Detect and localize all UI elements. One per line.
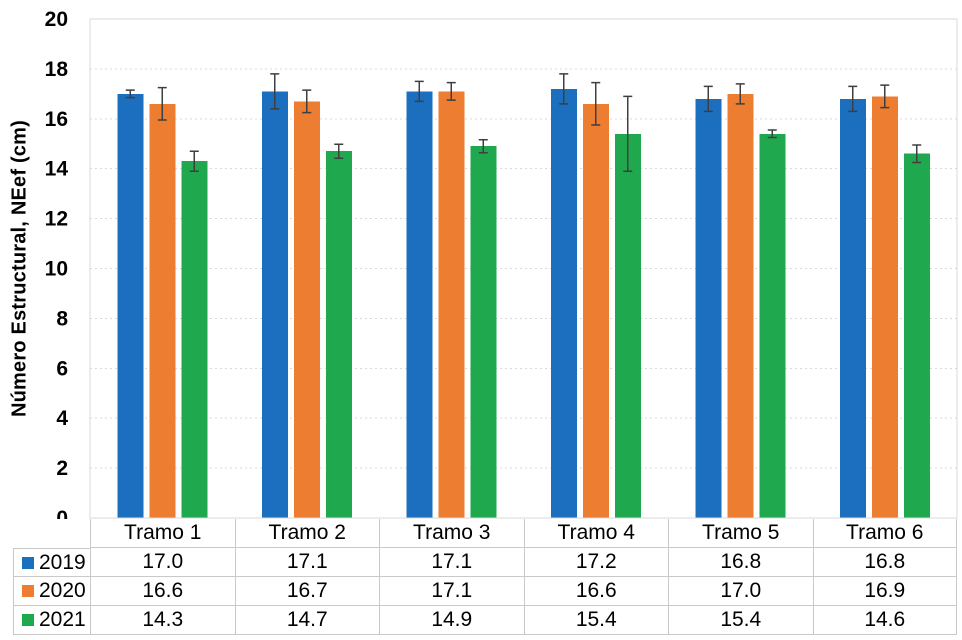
plot-area: 0 2 4 6 8 10 12 14 16 18 20 bbox=[45, 8, 958, 519]
bar-2020-tramo-4 bbox=[582, 103, 609, 518]
error-bar-2020-tramo-4 bbox=[591, 81, 601, 126]
error-bar-2020-tramo-6 bbox=[880, 84, 890, 109]
value-cell-2021-tramo-2: 14.7 bbox=[234, 606, 379, 635]
category-header-tramo-4: Tramo 4 bbox=[523, 519, 668, 548]
value-cell-2019-tramo-1: 17.0 bbox=[90, 548, 235, 577]
bar-2021-tramo-5 bbox=[759, 133, 786, 518]
bar-2021-tramo-3 bbox=[470, 146, 497, 518]
legend-label-2021: 2021 bbox=[39, 608, 86, 631]
category-header-tramo-1: Tramo 1 bbox=[90, 519, 235, 548]
bar-2020-tramo-2 bbox=[293, 101, 320, 519]
y-tick-label-14: 14 bbox=[45, 158, 69, 181]
value-cell-2019-tramo-2: 17.1 bbox=[234, 548, 379, 577]
category-header-tramo-2: Tramo 2 bbox=[234, 519, 379, 548]
value-cell-2021-tramo-6: 14.6 bbox=[812, 606, 957, 635]
value-cell-2021-tramo-4: 15.4 bbox=[523, 606, 668, 635]
bar-2019-tramo-1 bbox=[117, 93, 144, 518]
y-tick-label-4: 4 bbox=[56, 407, 68, 430]
y-tick-label-10: 10 bbox=[45, 258, 68, 281]
error-bar-2019-tramo-6 bbox=[848, 85, 858, 113]
error-bar-2019-tramo-5 bbox=[703, 85, 713, 113]
error-bar-2021-tramo-6 bbox=[912, 144, 922, 164]
error-bar-2021-tramo-5 bbox=[767, 129, 777, 139]
y-tick-label-0: 0 bbox=[56, 507, 68, 519]
plot-background bbox=[90, 19, 957, 518]
value-cell-2021-tramo-1: 14.3 bbox=[90, 606, 235, 635]
value-cell-2020-tramo-2: 16.7 bbox=[234, 577, 379, 606]
y-tick-label-18: 18 bbox=[45, 58, 69, 81]
value-cell-2019-tramo-5: 16.8 bbox=[668, 548, 813, 577]
legend-cell-2021: 2021 bbox=[13, 606, 90, 635]
bar-2019-tramo-4 bbox=[550, 88, 577, 519]
y-tick-label-6: 6 bbox=[56, 357, 68, 380]
error-bar-2020-tramo-1 bbox=[157, 86, 167, 121]
bar-2020-tramo-5 bbox=[727, 93, 754, 518]
value-cell-2019-tramo-4: 17.2 bbox=[523, 548, 668, 577]
bar-2020-tramo-1 bbox=[149, 103, 176, 518]
error-bar-2019-tramo-4 bbox=[559, 73, 569, 105]
bar-2019-tramo-2 bbox=[261, 91, 288, 518]
y-tick-label-8: 8 bbox=[56, 307, 68, 330]
category-header-tramo-3: Tramo 3 bbox=[379, 519, 524, 548]
bar-2019-tramo-3 bbox=[406, 91, 433, 518]
bar-2021-tramo-2 bbox=[325, 151, 352, 519]
y-tick-label-2: 2 bbox=[56, 457, 68, 480]
table-corner-spacer bbox=[13, 519, 90, 548]
legend-cell-2019: 2019 bbox=[13, 548, 90, 577]
legend-swatch-2021 bbox=[22, 614, 34, 626]
y-tick-label-16: 16 bbox=[45, 108, 68, 131]
y-tick-label-12: 12 bbox=[45, 208, 68, 231]
error-bar-2020-tramo-3 bbox=[446, 81, 456, 101]
value-cell-2020-tramo-1: 16.6 bbox=[90, 577, 235, 606]
bar-2020-tramo-3 bbox=[438, 91, 465, 518]
bar-2021-tramo-1 bbox=[181, 161, 208, 518]
legend-swatch-2020 bbox=[22, 585, 34, 597]
value-cell-2019-tramo-3: 17.1 bbox=[379, 548, 524, 577]
error-bar-2019-tramo-3 bbox=[414, 80, 424, 103]
legend-swatch-2019 bbox=[22, 556, 34, 569]
error-bar-2021-tramo-1 bbox=[189, 150, 199, 172]
y-tick-label-20: 20 bbox=[45, 8, 68, 31]
bar-2020-tramo-6 bbox=[871, 96, 898, 518]
error-bar-2019-tramo-1 bbox=[125, 89, 135, 99]
category-header-tramo-5: Tramo 5 bbox=[668, 519, 813, 548]
bar-2019-tramo-6 bbox=[839, 98, 866, 518]
value-cell-2020-tramo-4: 16.6 bbox=[523, 577, 668, 606]
value-cell-2020-tramo-6: 16.9 bbox=[812, 577, 957, 606]
error-bar-2021-tramo-3 bbox=[478, 139, 488, 154]
bar-2021-tramo-6 bbox=[903, 153, 930, 519]
error-bar-2019-tramo-2 bbox=[270, 73, 280, 110]
error-bar-2021-tramo-2 bbox=[334, 143, 344, 159]
value-cell-2020-tramo-5: 17.0 bbox=[668, 577, 813, 606]
error-bar-2020-tramo-5 bbox=[735, 83, 745, 105]
value-cell-2020-tramo-3: 17.1 bbox=[379, 577, 524, 606]
error-bar-2021-tramo-4 bbox=[623, 95, 633, 172]
bar-2019-tramo-5 bbox=[695, 98, 722, 518]
plot-border bbox=[89, 18, 958, 519]
category-header-tramo-6: Tramo 6 bbox=[812, 519, 957, 548]
value-cell-2021-tramo-3: 14.9 bbox=[379, 606, 524, 635]
value-cell-2019-tramo-6: 16.8 bbox=[812, 548, 957, 577]
error-bar-2020-tramo-2 bbox=[302, 89, 312, 114]
value-cell-2021-tramo-5: 15.4 bbox=[668, 606, 813, 635]
data-table: Tramo 1 Tramo 2 Tramo 3 Tramo 4 Tramo 5 Tramo… bbox=[13, 519, 957, 635]
legend-label-2020: 2020 bbox=[39, 579, 86, 602]
bar-2021-tramo-4 bbox=[614, 133, 641, 518]
legend-cell-2020: 2020 bbox=[13, 577, 90, 606]
legend-label-2019: 2019 bbox=[39, 550, 86, 574]
